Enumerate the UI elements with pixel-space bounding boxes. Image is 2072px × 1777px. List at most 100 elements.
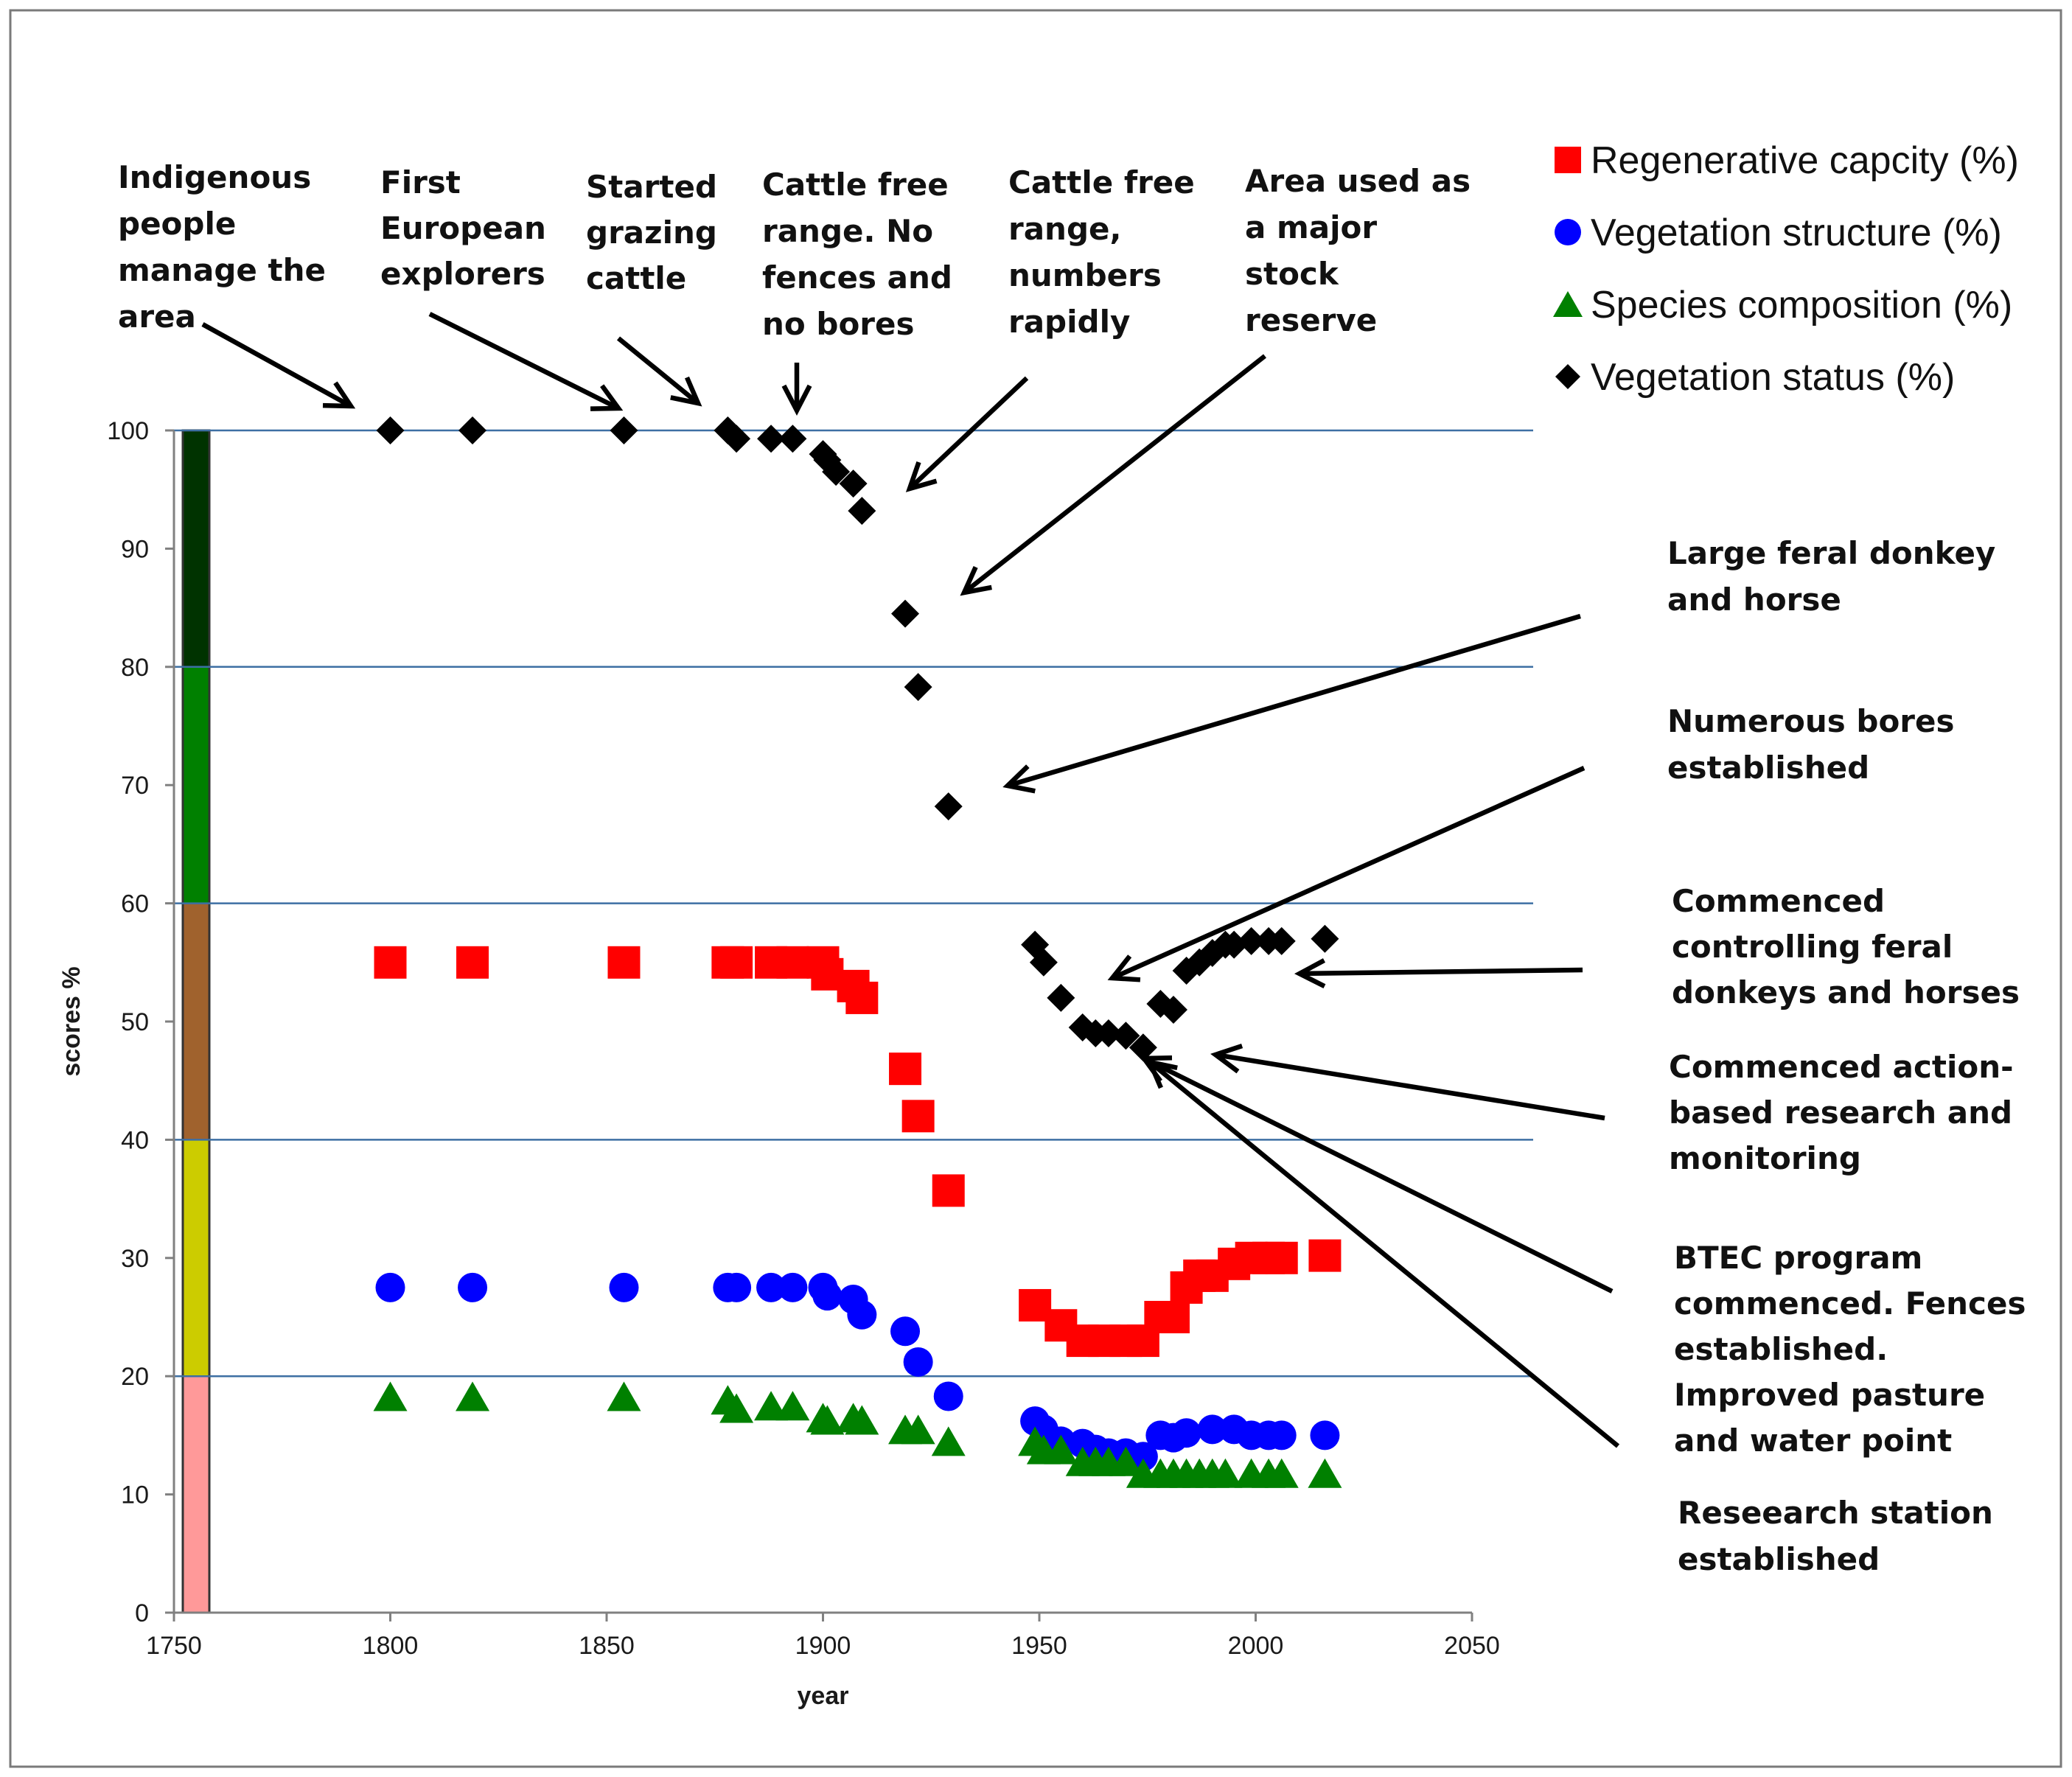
series-1-point-10 — [847, 1299, 877, 1330]
annotation-label-9-line-2: monitoring — [1669, 1140, 1861, 1176]
legend-swatch-3 — [1555, 364, 1580, 389]
series-1-point-4 — [722, 1272, 752, 1302]
annotation-label-6: Large feral donkey and horse — [1667, 535, 1995, 618]
annotation-label-3-line-3: no bores — [762, 306, 915, 342]
x-tick-label-2000: 2000 — [1228, 1632, 1284, 1660]
series-2-point-6 — [775, 1391, 810, 1421]
annotation-arrow-6 — [1007, 613, 1581, 789]
series-2-point-31 — [1308, 1458, 1342, 1488]
x-tick-label-1750: 1750 — [146, 1632, 202, 1660]
y-tick-label-60: 60 — [121, 890, 149, 918]
annotation-label-0-line-2: manage the — [118, 252, 326, 288]
series-2-point-16 — [1044, 1434, 1078, 1464]
series-3-point-24 — [1159, 995, 1187, 1024]
annotation-arrow-0 — [201, 322, 352, 408]
series-1-point-30 — [1310, 1420, 1340, 1450]
series-3-point-30 — [1237, 926, 1266, 955]
annotation-label-9-line-1: based research and — [1669, 1095, 2012, 1131]
y-tick-label-80: 80 — [121, 654, 149, 682]
annotation-label-0: Indigenous people manage the area — [118, 159, 326, 335]
annotation-label-0-line-0: Indigenous — [118, 159, 311, 195]
series-2-point-4 — [719, 1393, 754, 1423]
annotation-label-3-line-1: range. No — [762, 213, 933, 249]
annotation-label-8: Commenced controlling feral donkeys and ho… — [1672, 883, 2020, 1010]
annotation-arrow-2 — [616, 336, 700, 405]
annotation-label-8-line-0: Commenced — [1672, 883, 1885, 919]
series-0-point-29 — [1308, 1239, 1342, 1272]
annotation-arrows — [201, 312, 1620, 1448]
x-tick-label-1950: 1950 — [1011, 1632, 1067, 1660]
series-1-point-25 — [1197, 1414, 1227, 1445]
series-0-point-2 — [607, 946, 641, 979]
x-tick-label-2050: 2050 — [1444, 1632, 1500, 1660]
series-1-point-24 — [1171, 1418, 1201, 1448]
annotation-label-10-line-2: established. — [1674, 1331, 1888, 1367]
annotation-label-3: Cattle free range. No fences and no bores — [762, 167, 952, 342]
annotation-arrow-8 — [1299, 967, 1583, 977]
annotation-label-0-line-1: people — [118, 206, 236, 242]
series-1-circle-markers — [375, 1272, 1340, 1472]
series-2-point-10 — [845, 1405, 879, 1435]
series-3-point-17 — [1047, 983, 1075, 1012]
annotation-arrowhead-4 — [905, 461, 938, 492]
series-3-diamond-markers — [376, 416, 1339, 1062]
annotation-arrow-4 — [907, 376, 1029, 491]
annotation-label-8-line-1: controlling feral — [1672, 929, 1953, 965]
series-3-point-14 — [934, 792, 963, 821]
legend-swatch-2 — [1553, 291, 1583, 317]
legend-label-1: Vegetation structure (%) — [1591, 212, 2002, 254]
annotation-label-7-line-0: Numerous bores — [1667, 703, 1955, 739]
series-1-point-1 — [458, 1272, 488, 1302]
series-3-point-20 — [1094, 1019, 1123, 1048]
series-3-point-13 — [904, 673, 932, 702]
annotation-arrow-1 — [428, 312, 620, 411]
series-3-point-10 — [839, 469, 868, 498]
annotation-arrowhead-1 — [590, 384, 624, 411]
annotation-label-3-line-2: fences and — [762, 259, 952, 296]
series-0-point-10 — [845, 981, 879, 1014]
annotation-label-2-line-2: cattle — [586, 260, 686, 296]
series-2-point-5 — [754, 1391, 789, 1421]
annotation-arrowhead-5 — [960, 566, 992, 596]
series-3-point-16 — [1029, 948, 1058, 977]
series-2-point-2 — [607, 1381, 641, 1411]
series-1-point-5 — [756, 1272, 786, 1302]
series-0-point-12 — [901, 1100, 935, 1133]
annotation-arrow-10 — [1143, 1056, 1614, 1294]
condition-band-2 — [183, 903, 209, 1140]
series-2-point-27 — [1208, 1458, 1243, 1488]
annotation-arrowhead-3 — [781, 384, 812, 416]
series-0-point-4 — [720, 946, 753, 979]
annotation-label-4: Cattle free range, numbers rapidly — [1008, 164, 1195, 340]
series-1-point-2 — [609, 1272, 639, 1302]
annotation-arrowhead-11 — [1145, 1058, 1178, 1089]
annotation-label-5-line-1: a major — [1245, 209, 1377, 245]
series-2-point-0 — [373, 1381, 408, 1411]
series-2-point-13 — [931, 1426, 966, 1456]
legend-swatch-0 — [1555, 147, 1581, 173]
annotation-label-6-line-1: and horse — [1667, 582, 1841, 618]
annotation-arrowhead-6 — [1002, 764, 1036, 794]
annotation-label-7-line-1: established — [1667, 750, 1869, 786]
series-2-point-8 — [810, 1405, 845, 1435]
annotation-label-2-line-1: grazing — [586, 214, 717, 251]
legend-label-3: Vegetation status (%) — [1591, 356, 1955, 399]
series-1-point-8 — [812, 1281, 843, 1311]
series-2-point-1 — [456, 1381, 490, 1411]
annotation-label-10-line-1: commenced. Fences — [1674, 1285, 2026, 1322]
annotation-label-5-line-0: Area used as — [1245, 163, 1471, 199]
annotation-label-0-line-3: area — [118, 299, 196, 335]
annotation-label-1: First European explorers — [380, 164, 546, 292]
series-1-point-6 — [778, 1272, 808, 1302]
series-0-point-1 — [456, 946, 489, 979]
annotation-labels: Indigenous people manage the area First Europ… — [118, 159, 2026, 1577]
annotation-label-8-line-2: donkeys and horses — [1672, 974, 2020, 1010]
series-3-point-11 — [848, 497, 876, 526]
annotation-arrowhead-9 — [1210, 1044, 1243, 1074]
annotation-label-11-line-0: Reseearch station — [1678, 1495, 1993, 1531]
y-tick-label-20: 20 — [121, 1363, 149, 1391]
series-2-point-20 — [1109, 1446, 1143, 1476]
series-3-point-0 — [376, 416, 405, 444]
series-3-point-2 — [610, 416, 638, 444]
y-tick-label-40: 40 — [121, 1126, 149, 1154]
